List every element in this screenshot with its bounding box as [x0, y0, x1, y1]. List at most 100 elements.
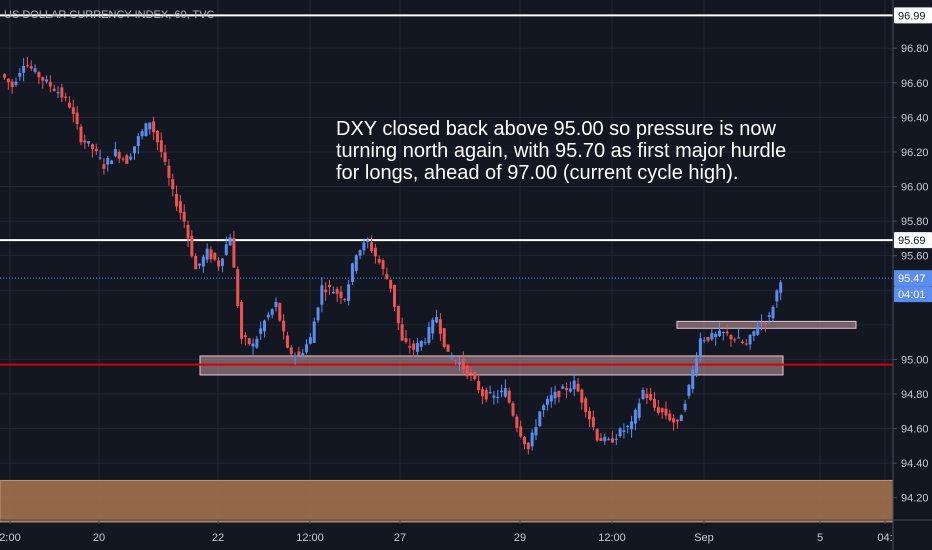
- candle-body: [106, 157, 110, 165]
- candle-body: [718, 330, 721, 336]
- candle-body: [454, 360, 458, 362]
- time-axis[interactable]: 2:00 20 22 12:00 27 29 12:00 Sep 5 04:: [0, 520, 893, 544]
- candle-body: [366, 240, 370, 242]
- candle-body: [37, 72, 41, 78]
- candle-body: [599, 438, 603, 441]
- candle-body: [6, 78, 10, 83]
- candle-body: [45, 79, 49, 82]
- annotation-line-3: for longs, ahead of 97.00 (current cycle…: [336, 162, 739, 184]
- candle-body: [133, 146, 136, 154]
- candle-body: [320, 285, 324, 305]
- annotation-text: DXY closed back above 95.00 so pressure …: [336, 118, 896, 184]
- candle-body: [435, 317, 439, 323]
- candle-body: [664, 408, 668, 416]
- candle-body: [698, 338, 702, 358]
- candle-body: [198, 263, 201, 266]
- candle-body: [737, 337, 741, 339]
- candle-body: [201, 256, 205, 267]
- candle-body: [301, 353, 305, 357]
- candle-body: [347, 284, 351, 302]
- candle-body: [64, 96, 68, 98]
- candle-body: [607, 439, 611, 441]
- candle-body: [691, 369, 695, 389]
- candle-body: [637, 403, 641, 418]
- candle-body: [500, 390, 504, 393]
- candle-body: [324, 289, 328, 293]
- candle-body: [415, 343, 419, 352]
- candle-body: [68, 102, 71, 108]
- candle-body: [110, 160, 114, 165]
- candle-body: [56, 92, 60, 94]
- candle-body: [297, 351, 301, 355]
- candle-body: [641, 389, 645, 399]
- time-tick-label: 20: [93, 532, 105, 544]
- candle-body: [618, 428, 622, 437]
- candle-body: [748, 334, 752, 345]
- candle-body: [461, 358, 465, 370]
- price-tick-label: 95.00: [901, 354, 929, 366]
- candle-body: [572, 380, 576, 390]
- candle-body: [167, 165, 171, 178]
- candle-body: [576, 383, 580, 392]
- candle-body: [557, 390, 561, 398]
- candle-body: [358, 250, 362, 256]
- candle-body: [649, 393, 653, 401]
- candle-body: [645, 393, 649, 399]
- candle-body: [610, 438, 614, 443]
- time-tick-label: 22: [212, 532, 224, 544]
- candle-body: [714, 333, 718, 338]
- candle-body: [683, 403, 687, 410]
- candle-body: [752, 330, 756, 336]
- candle-body: [507, 390, 511, 403]
- candle-body: [79, 126, 83, 143]
- candle-body: [98, 157, 102, 159]
- candle-body: [220, 258, 224, 266]
- candle-body: [603, 436, 607, 442]
- candle-body: [446, 344, 450, 352]
- price-axis[interactable]: 96.80 96.60 96.40 96.20 96.00 95.80 95.60 95.00…: [893, 43, 929, 505]
- candle-body: [312, 321, 316, 343]
- candle-body: [90, 144, 94, 150]
- candle-body: [251, 343, 255, 347]
- candle-body: [209, 249, 213, 260]
- candle-body: [779, 282, 783, 293]
- candle-body: [660, 408, 664, 413]
- candle-body: [87, 141, 91, 144]
- candle-body: [228, 237, 232, 246]
- candle-body: [236, 269, 240, 306]
- candle-body: [293, 355, 297, 357]
- candle-body: [3, 74, 6, 78]
- candle-body: [633, 409, 637, 424]
- candle-body: [480, 389, 484, 397]
- time-tick-label: 12:00: [296, 532, 324, 544]
- candle-body: [553, 391, 557, 399]
- candle-body: [614, 438, 618, 440]
- candle-body: [71, 107, 75, 114]
- candle-body: [343, 299, 347, 301]
- candle-body: [721, 331, 725, 333]
- candle-body: [270, 309, 274, 316]
- demand-zone: [0, 479, 894, 523]
- candle-body: [488, 392, 492, 394]
- candle-body: [511, 403, 515, 416]
- candle-body: [94, 148, 98, 152]
- time-tick-label: 27: [394, 532, 406, 544]
- candle-body: [595, 429, 599, 441]
- candle-body: [526, 442, 530, 450]
- last-price-tag-bg: [894, 270, 932, 287]
- candle-body: [25, 65, 29, 67]
- price-tick-label: 95.60: [901, 251, 929, 263]
- chart-title: US DOLLAR CURRENCY INDEX, 60, TVC: [4, 9, 215, 21]
- time-tick-label: 04:: [877, 532, 892, 544]
- candle-body: [285, 335, 289, 348]
- candle-body: [385, 274, 389, 280]
- candle-body: [102, 164, 106, 169]
- candle-body: [565, 388, 569, 391]
- candle-body: [580, 389, 584, 403]
- candle-body: [33, 68, 37, 72]
- candle-body: [561, 386, 565, 389]
- candle-body: [668, 413, 672, 421]
- annotation-line-2: turning north again, with 95.70 as first…: [336, 140, 787, 162]
